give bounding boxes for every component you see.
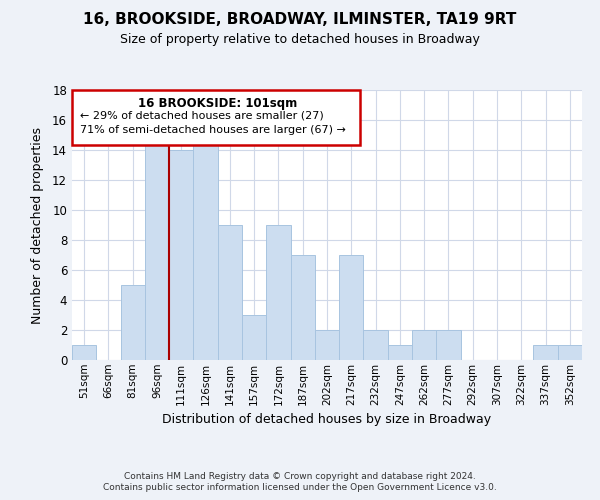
- Bar: [412, 330, 436, 360]
- Text: Size of property relative to detached houses in Broadway: Size of property relative to detached ho…: [120, 32, 480, 46]
- Bar: [315, 330, 339, 360]
- Text: 16, BROOKSIDE, BROADWAY, ILMINSTER, TA19 9RT: 16, BROOKSIDE, BROADWAY, ILMINSTER, TA19…: [83, 12, 517, 28]
- FancyBboxPatch shape: [72, 90, 360, 146]
- Text: 16 BROOKSIDE: 101sqm: 16 BROOKSIDE: 101sqm: [138, 97, 297, 110]
- Bar: [72, 345, 96, 360]
- Bar: [290, 255, 315, 360]
- Bar: [388, 345, 412, 360]
- Bar: [193, 135, 218, 360]
- Text: 71% of semi-detached houses are larger (67) →: 71% of semi-detached houses are larger (…: [80, 125, 346, 135]
- Bar: [242, 315, 266, 360]
- Bar: [364, 330, 388, 360]
- Bar: [121, 285, 145, 360]
- Y-axis label: Number of detached properties: Number of detached properties: [31, 126, 44, 324]
- Bar: [436, 330, 461, 360]
- Text: ← 29% of detached houses are smaller (27): ← 29% of detached houses are smaller (27…: [80, 110, 323, 120]
- Bar: [169, 150, 193, 360]
- Bar: [339, 255, 364, 360]
- Bar: [558, 345, 582, 360]
- X-axis label: Distribution of detached houses by size in Broadway: Distribution of detached houses by size …: [163, 413, 491, 426]
- Text: Contains HM Land Registry data © Crown copyright and database right 2024.: Contains HM Land Registry data © Crown c…: [124, 472, 476, 481]
- Bar: [533, 345, 558, 360]
- Bar: [145, 135, 169, 360]
- Bar: [218, 225, 242, 360]
- Bar: [266, 225, 290, 360]
- Text: Contains public sector information licensed under the Open Government Licence v3: Contains public sector information licen…: [103, 484, 497, 492]
